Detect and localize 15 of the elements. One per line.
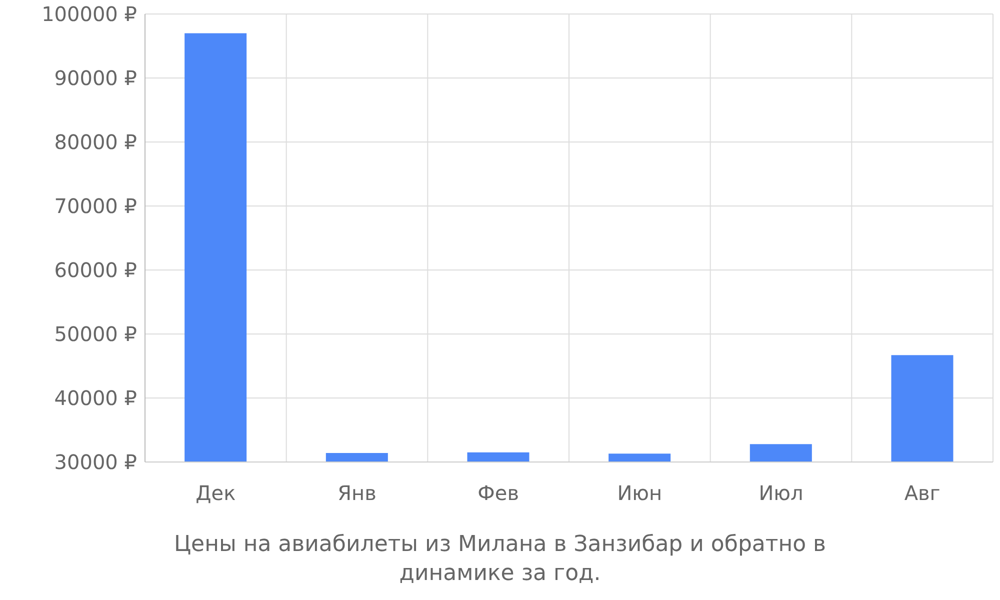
x-tick-label: Янв bbox=[338, 481, 376, 506]
y-tick-label: 100000 ₽ bbox=[42, 2, 138, 26]
x-tick-label: Июн bbox=[617, 481, 662, 506]
x-tick-label: Фев bbox=[478, 481, 519, 506]
y-tick-label: 90000 ₽ bbox=[54, 66, 138, 90]
text: Цены на авиабилеты из Милана в Занзибар и обратно в динамике за год. bbox=[172, 531, 828, 588]
y-tick-label: 80000 ₽ bbox=[54, 130, 138, 154]
y-tick-label: 60000 ₽ bbox=[54, 258, 138, 282]
y-tick-label: 30000 ₽ bbox=[54, 450, 138, 474]
y-tick-label: 50000 ₽ bbox=[54, 322, 138, 346]
x-tick-label: Авг bbox=[904, 481, 940, 506]
x-tick-label: Дек bbox=[196, 481, 236, 506]
x-tick-label: Июл bbox=[758, 481, 804, 506]
y-tick-label: 40000 ₽ bbox=[54, 386, 138, 410]
y-tick-label: 70000 ₽ bbox=[54, 194, 138, 218]
